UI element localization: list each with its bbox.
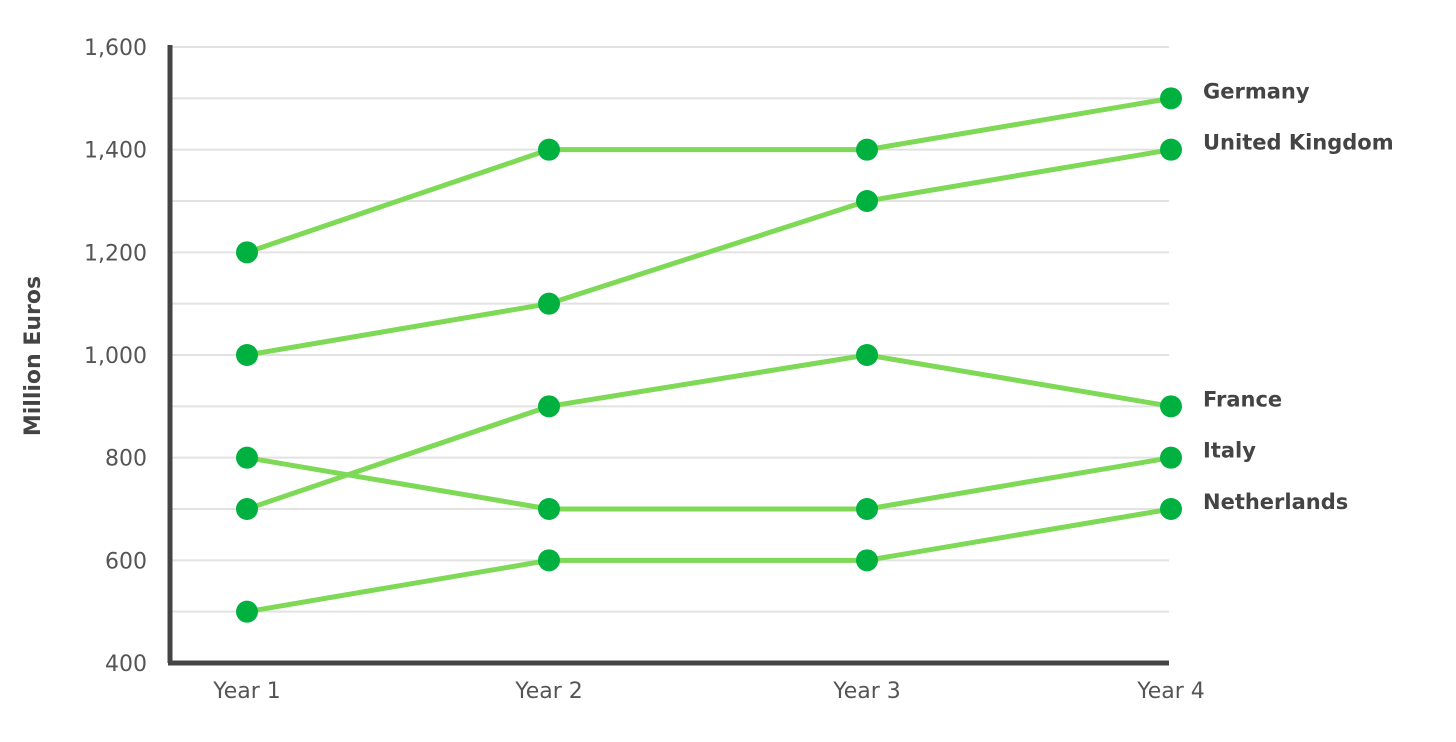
series-line xyxy=(244,506,1174,615)
series-line xyxy=(244,147,1174,358)
x-tick-label: Year 2 xyxy=(514,679,583,704)
data-point xyxy=(856,549,878,572)
series-france xyxy=(236,344,1182,520)
data-point xyxy=(856,344,878,366)
series-united-kingdom xyxy=(236,138,1182,366)
data-point xyxy=(538,498,560,520)
data-point xyxy=(856,498,878,520)
y-axis-title: Million Euros xyxy=(21,276,46,436)
data-point xyxy=(236,498,258,520)
data-point xyxy=(538,138,560,161)
axes xyxy=(167,45,1169,666)
y-tick-label: 1,400 xyxy=(84,139,147,164)
series-label: Germany xyxy=(1203,79,1310,103)
data-point xyxy=(236,600,258,623)
data-point xyxy=(538,292,560,315)
series-line xyxy=(244,455,1174,512)
data-point xyxy=(538,395,560,418)
y-tick-label: 800 xyxy=(105,447,147,472)
series-label: United Kingdom xyxy=(1203,131,1394,155)
series-germany xyxy=(236,87,1182,264)
series-label: Italy xyxy=(1203,439,1256,463)
x-tick-label: Year 4 xyxy=(1136,679,1205,704)
x-tick-label: Year 1 xyxy=(212,679,281,704)
y-tick-labels: 400 600 800 1,000 1,200 1,400 1,600 xyxy=(84,36,147,677)
x-tick-labels: Year 1 Year 2 Year 3 Year 4 xyxy=(212,679,1205,704)
data-point xyxy=(1160,498,1182,520)
data-point xyxy=(1160,138,1182,161)
y-tick-label: 400 xyxy=(105,652,147,677)
data-point xyxy=(1160,446,1182,469)
data-point xyxy=(236,344,258,366)
series-label: France xyxy=(1203,387,1282,411)
data-point xyxy=(1160,87,1182,110)
data-point xyxy=(856,190,878,212)
series xyxy=(236,87,1182,623)
y-tick-label: 1,200 xyxy=(84,241,147,266)
data-point xyxy=(1160,395,1182,418)
series-line xyxy=(244,95,1174,255)
series-line xyxy=(244,352,1174,512)
data-point xyxy=(538,549,560,572)
y-tick-label: 1,000 xyxy=(84,344,147,369)
y-tick-label: 600 xyxy=(105,549,147,574)
data-point xyxy=(236,241,258,264)
x-tick-label: Year 3 xyxy=(832,679,901,704)
series-label: Netherlands xyxy=(1203,490,1348,514)
data-point xyxy=(856,138,878,161)
series-italy xyxy=(236,446,1182,520)
data-point xyxy=(236,446,258,469)
series-labels: Germany United Kingdom France Italy Netherla… xyxy=(1203,79,1394,514)
gridlines xyxy=(170,46,1169,613)
series-netherlands xyxy=(236,498,1182,623)
y-tick-label: 1,600 xyxy=(84,36,147,61)
